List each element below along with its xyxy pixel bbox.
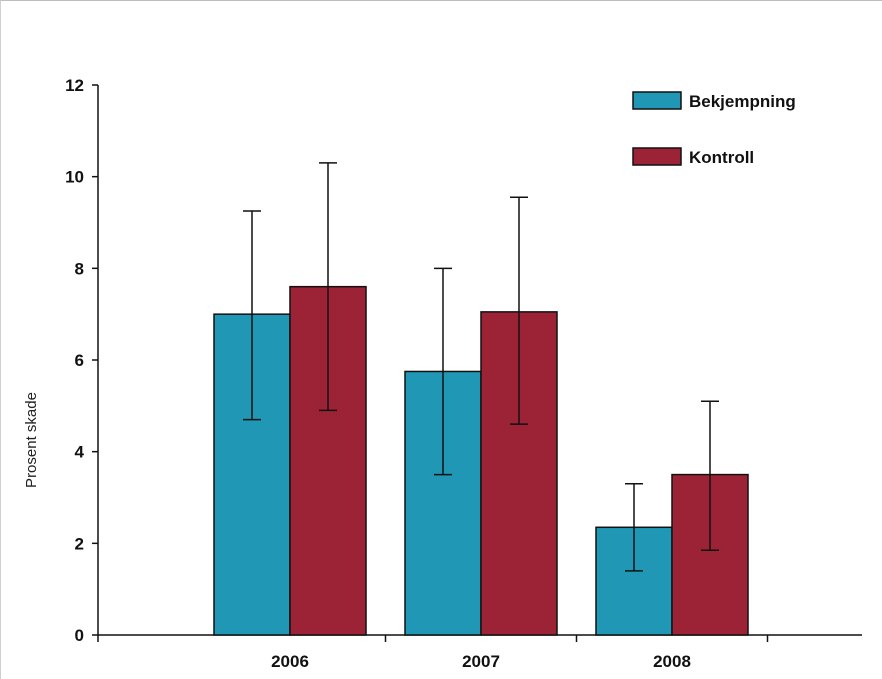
y-axis-title: Prosent skade (23, 392, 40, 488)
y-tick-label: 6 (75, 351, 84, 370)
error-bars (243, 162, 719, 572)
legend-label: Bekjempning (689, 92, 796, 111)
x-tick-label: 2008 (653, 652, 691, 671)
y-tick-label: 10 (65, 168, 84, 187)
x-axis: 2006 2007 2008 (97, 634, 862, 671)
legend-swatch (632, 91, 682, 110)
y-tick-label: 2 (75, 534, 84, 553)
legend-swatch (632, 147, 682, 166)
legend-label: Kontroll (689, 148, 754, 167)
x-tick-label: 2007 (462, 652, 500, 671)
legend: Bekjempning Kontroll (632, 91, 796, 167)
y-tick-label: 0 (75, 626, 84, 645)
y-tick-label: 8 (75, 259, 84, 278)
y-tick-label: 4 (75, 443, 85, 462)
x-tick-label: 2006 (271, 652, 309, 671)
y-tick-label: 12 (65, 76, 84, 95)
bars (213, 285, 749, 636)
y-axis: 0 2 4 6 8 10 12 (65, 76, 99, 645)
